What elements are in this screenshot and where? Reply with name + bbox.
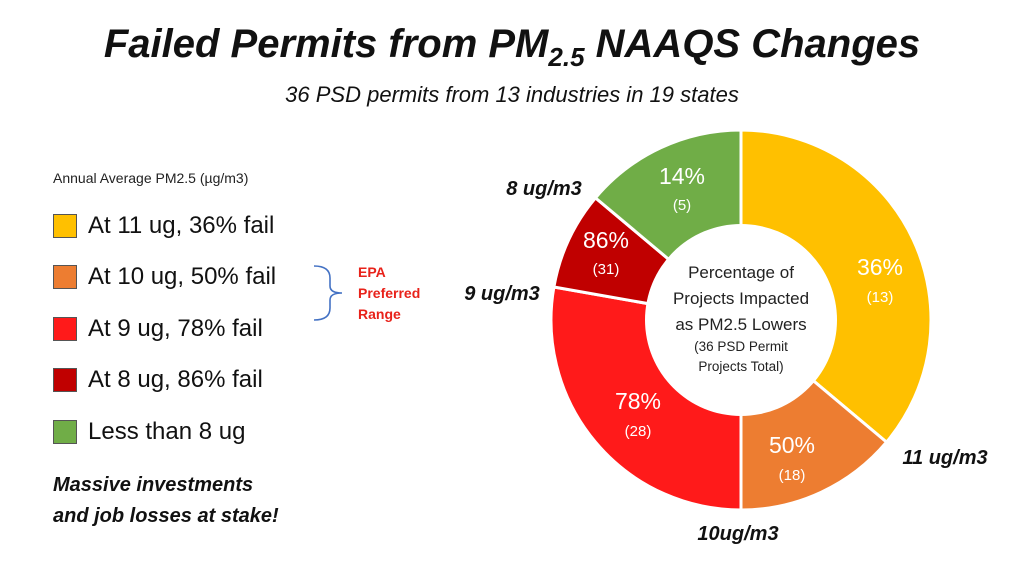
range-brace-icon [313,265,343,321]
legend: At 11 ug, 36% fail At 10 ug, 50% fail At… [53,200,276,458]
legend-swatch [53,265,77,290]
center-text-line3: as PM2.5 Lowers [675,315,806,334]
donut-hole [645,224,837,416]
legend-item-10ug: At 10 ug, 50% fail [53,252,276,304]
slice-11ug-count-label: (13) [867,289,894,306]
center-text-line5: Projects Total) [698,359,783,374]
slice-8ug-count-label: (31) [593,261,620,278]
center-text-line2: Projects Impacted [673,289,809,308]
title-main: Failed Permits from PM [103,22,549,66]
note-line1: Massive investments [53,474,254,496]
legend-item-below-8ug: Less than 8 ug [53,406,276,458]
legend-label: At 11 ug, 36% fail [88,211,275,239]
investment-note: Massive investments and job losses at st… [53,470,279,532]
legend-swatch [53,419,77,444]
legend-title: Annual Average PM2.5 (µg/m3) [53,170,249,186]
legend-label: At 9 ug, 78% fail [88,314,263,342]
slice-below-8ug-count-label: (5) [673,197,691,214]
legend-swatch [53,368,77,393]
legend-item-8ug: At 8 ug, 86% fail [53,355,276,407]
legend-label: At 8 ug, 86% fail [88,366,263,394]
slice-9ug-pct-label: 78% [615,388,661,414]
legend-label: At 10 ug, 50% fail [88,263,277,291]
chart-title: Failed Permits from PM2.5 NAAQS Changes [0,22,1024,73]
epa-range-line2: Preferred [358,285,421,301]
slice-10ug-count-label: (18) [779,467,806,484]
slice-9ug-count-label: (28) [625,423,652,440]
epa-range-line3: Range [358,306,401,322]
center-text-line1: Percentage of [688,263,794,282]
title-subscript: 2.5 [548,42,585,72]
title-end: NAAQS Changes [584,22,921,66]
epa-range-line1: EPA [358,264,386,280]
center-text-line4: (36 PSD Permit [694,339,788,354]
slice-11ug [739,128,933,445]
level-label-10ug: 10ug/m3 [697,523,778,545]
slice-below-8ug-pct-label: 14% [659,163,705,189]
slice-8ug-pct-label: 86% [583,227,629,253]
level-label-8ug: 8 ug/m3 [506,178,582,200]
note-line2: and job losses at stake! [53,505,279,527]
level-label-11ug: 11 ug/m3 [902,447,987,469]
legend-swatch [53,316,77,341]
legend-item-9ug: At 9 ug, 78% fail [53,303,276,355]
chart-subtitle: 36 PSD permits from 13 industries in 19 … [285,82,739,107]
level-label-9ug: 9 ug/m3 [464,283,540,305]
legend-swatch [53,213,77,238]
legend-label: Less than 8 ug [88,417,246,445]
slice-11ug-pct-label: 36% [857,254,903,280]
epa-range-label: EPA Preferred Range [358,262,420,325]
legend-item-11ug: At 11 ug, 36% fail [53,200,276,252]
slice-10ug-pct-label: 50% [769,432,815,458]
